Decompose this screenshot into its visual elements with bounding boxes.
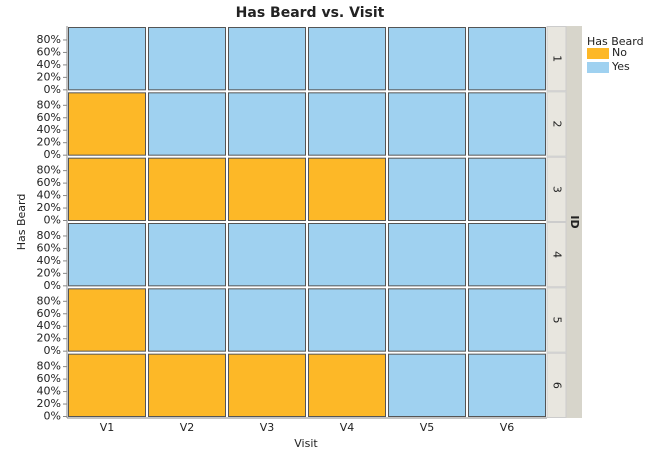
bar-segment [228, 157, 306, 222]
bar-segment [148, 92, 226, 156]
bar-segment [68, 157, 146, 222]
bar-segment [388, 92, 466, 156]
bar-segment [468, 157, 546, 222]
facet-strip [546, 156, 567, 223]
y-tick-label: 60% [37, 45, 61, 58]
bar-segment [308, 92, 386, 156]
facet-strip-label: 3 [551, 186, 564, 193]
y-tick-label: 20% [37, 266, 61, 279]
y-tick-label: 80% [37, 294, 61, 307]
facet-strip [546, 352, 567, 418]
facet-strip [546, 91, 567, 157]
y-tick-label: 20% [37, 70, 61, 83]
y-tick-label: 60% [37, 307, 61, 320]
y-tick-label: 40% [37, 319, 61, 332]
facet-strip-label: 2 [551, 121, 564, 128]
x-tick-label: V6 [500, 421, 515, 434]
bar-segment [388, 27, 466, 91]
bar-segment [388, 353, 466, 417]
bar-segment [308, 288, 386, 352]
bar-segment [468, 27, 546, 91]
bar-segment [68, 353, 146, 417]
y-tick-label: 80% [37, 164, 61, 177]
chart-title: Has Beard vs. Visit [236, 5, 385, 21]
y-tick-label: 20% [37, 397, 61, 410]
bar-segment [228, 92, 306, 156]
y-tick-label: 80% [37, 98, 61, 111]
bar-segment [68, 288, 146, 352]
y-tick-label: 20% [37, 136, 61, 149]
bar-segment [388, 223, 466, 287]
y-tick-label: 20% [37, 201, 61, 214]
bar-segment [228, 353, 306, 417]
bar-segment [148, 288, 226, 352]
bar-segment [468, 288, 546, 352]
y-tick-label: 40% [37, 254, 61, 267]
bar-segment [148, 27, 226, 91]
facet-strip-label: 4 [551, 251, 564, 258]
y-tick-label: 60% [37, 176, 61, 189]
bar-segment [308, 27, 386, 91]
facet-strip [546, 26, 567, 92]
y-tick-label: 20% [37, 332, 61, 345]
bar-segment [68, 27, 146, 91]
y-axis-label: Has Beard [15, 194, 28, 251]
x-tick-label: V4 [340, 421, 355, 434]
bar-segment [148, 223, 226, 287]
y-tick-label: 80% [37, 229, 61, 242]
bar-segment [228, 288, 306, 352]
y-tick-label: 0% [44, 214, 61, 227]
bar-segment [228, 223, 306, 287]
bar-segment [468, 353, 546, 417]
x-axis-label: Visit [294, 437, 318, 450]
bar-segment [308, 157, 386, 222]
facet-strip [546, 222, 567, 288]
legend-label: Yes [611, 60, 630, 73]
bar-segment [68, 223, 146, 287]
x-tick-label: V5 [420, 421, 435, 434]
facet-bar [566, 26, 582, 418]
x-tick-label: V3 [260, 421, 275, 434]
y-tick-label: 80% [37, 33, 61, 46]
y-tick-label: 40% [37, 58, 61, 71]
y-tick-label: 60% [37, 111, 61, 124]
y-tick-label: 60% [37, 241, 61, 254]
bar-segment [228, 27, 306, 91]
bar-segment [308, 223, 386, 287]
bar-segment [468, 92, 546, 156]
y-tick-label: 0% [44, 148, 61, 161]
x-tick-label: V2 [180, 421, 195, 434]
bar-segment [308, 353, 386, 417]
legend-swatch [587, 62, 609, 73]
facet-strip-label: 6 [551, 382, 564, 389]
y-tick-label: 0% [44, 83, 61, 96]
legend-swatch [587, 48, 609, 59]
y-tick-label: 40% [37, 385, 61, 398]
facet-strip-label: 5 [551, 317, 564, 324]
facet-label: ID [568, 215, 581, 228]
y-tick-label: 0% [44, 410, 61, 423]
y-tick-label: 60% [37, 372, 61, 385]
legend-title: Has Beard [587, 35, 644, 48]
facet-strip-label: 1 [551, 55, 564, 62]
bar-segment [68, 92, 146, 156]
x-tick-label: V1 [100, 421, 115, 434]
bar-segment [388, 157, 466, 222]
bar-segment [148, 157, 226, 222]
y-tick-label: 40% [37, 123, 61, 136]
y-tick-label: 0% [44, 279, 61, 292]
y-tick-label: 40% [37, 189, 61, 202]
y-tick-label: 0% [44, 344, 61, 357]
legend-label: No [612, 46, 627, 59]
bar-segment [468, 223, 546, 287]
bar-segment [388, 288, 466, 352]
y-tick-label: 80% [37, 360, 61, 373]
bar-segment [148, 353, 226, 417]
facet-strip [546, 287, 567, 353]
